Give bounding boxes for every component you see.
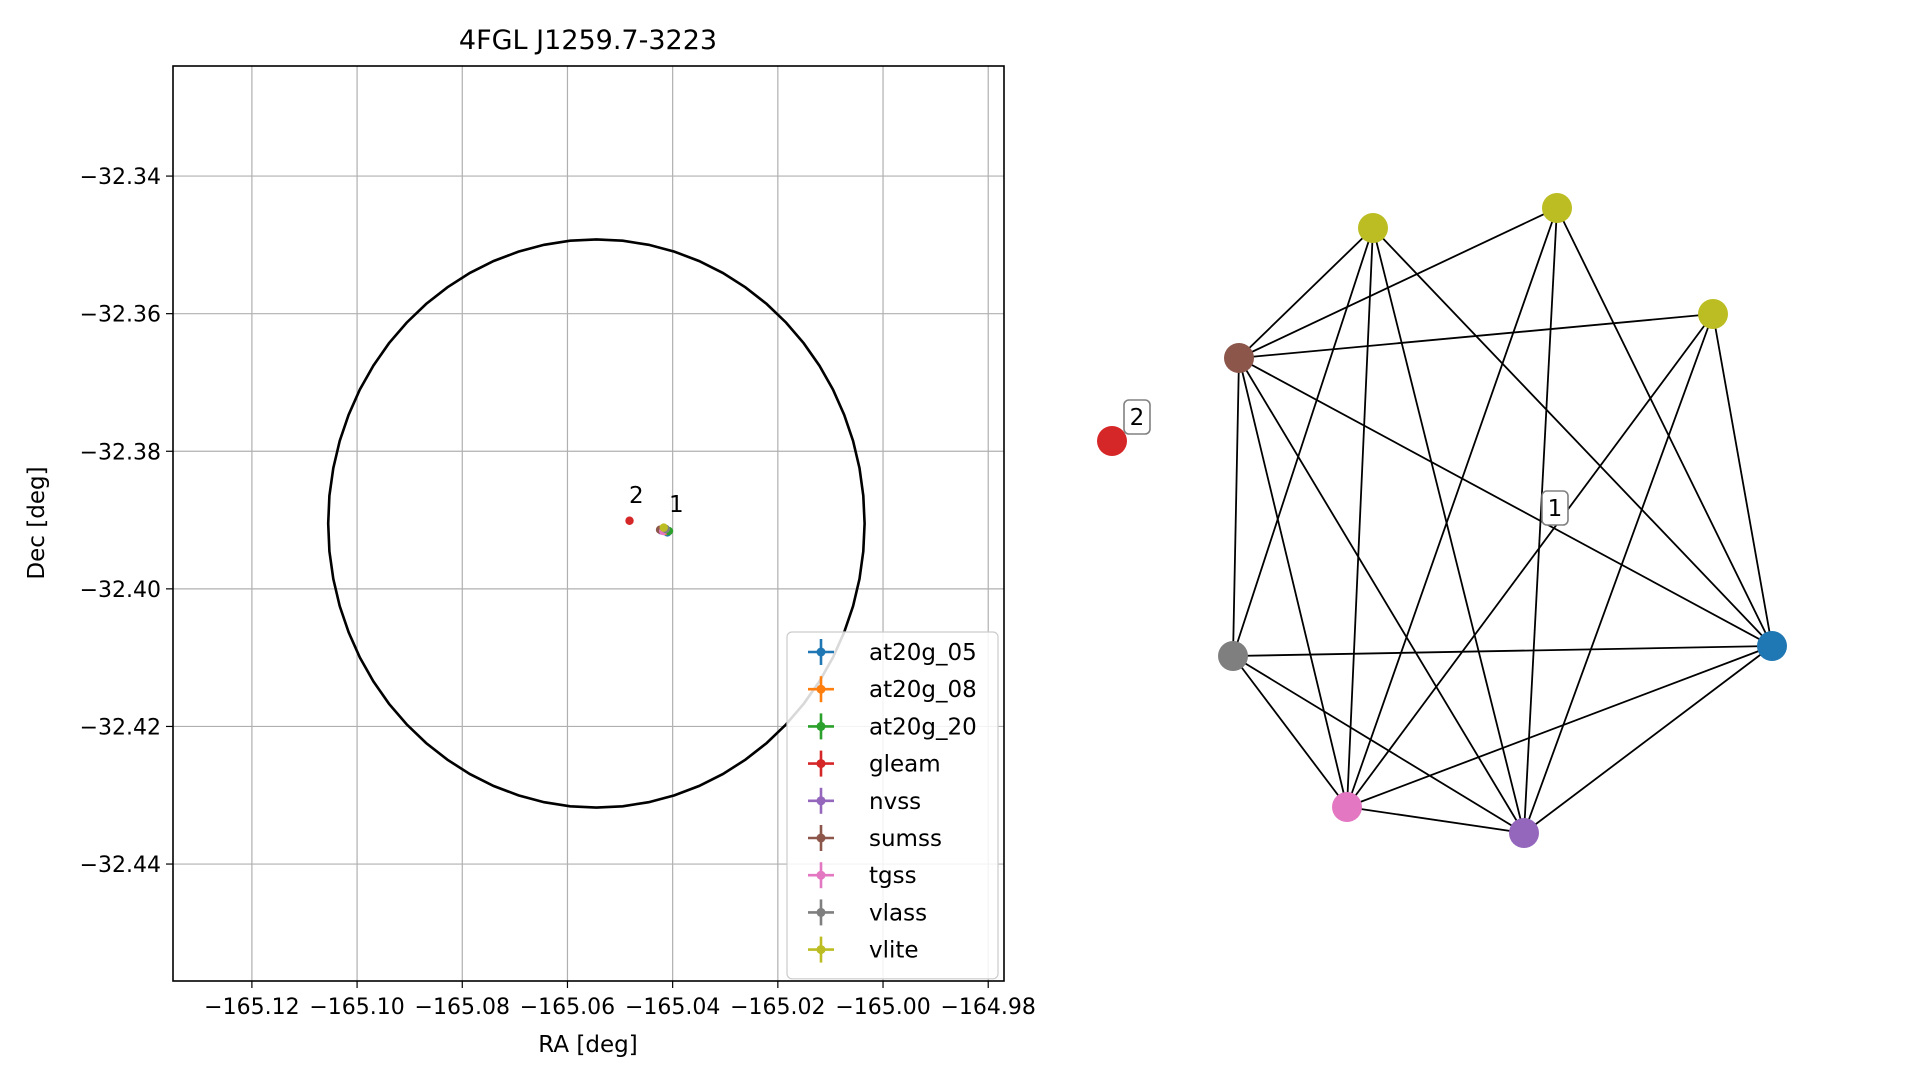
- point-annotation: 1: [669, 492, 684, 518]
- legend-label-at20g_08: at20g_08: [869, 677, 977, 703]
- point-gleam: [625, 516, 634, 525]
- y-tick-label: −32.44: [80, 853, 161, 878]
- node-gleam: [1097, 426, 1127, 456]
- legend-marker-vlass: [816, 907, 826, 917]
- edge-sumss-at20g: [1238, 357, 1773, 647]
- edge-sumss-vlass: [1232, 357, 1240, 657]
- y-tick-label: −32.36: [80, 303, 161, 328]
- legend-marker-sumss: [816, 833, 826, 843]
- group-label-2: 2: [1130, 405, 1145, 431]
- edge-nvss-at20g: [1523, 645, 1773, 834]
- legend-marker-gleam: [816, 759, 826, 769]
- legend-label-vlite: vlite: [869, 938, 919, 964]
- node-vlite_a: [1358, 213, 1388, 243]
- cross-match-graph: 12: [1097, 193, 1787, 848]
- group-label-box-2: [1123, 399, 1151, 435]
- edge-tgss-nvss: [1346, 806, 1525, 834]
- group-label-1: 1: [1548, 496, 1563, 522]
- edge-sumss-tgss: [1238, 357, 1348, 808]
- edge-tgss-at20g: [1346, 645, 1773, 808]
- edge-vlass-at20g: [1232, 645, 1773, 657]
- x-tick-label: −165.00: [835, 995, 930, 1020]
- legend-label-at20g_20: at20g_20: [869, 714, 977, 740]
- graph-edges: [1232, 207, 1773, 834]
- node-tgss: [1332, 792, 1362, 822]
- point-annotation: 2: [629, 483, 644, 509]
- edge-vlite_c-at20g: [1712, 313, 1773, 647]
- x-tick-label: −164.98: [941, 995, 1036, 1020]
- x-ticks: −165.12 −165.10 −165.08 −165.06 −165.04 −165.…: [204, 981, 1036, 1020]
- chart-title: 4FGL J1259.7-3223: [459, 25, 717, 56]
- node-at20g: [1757, 631, 1787, 661]
- edge-vlite_c-nvss: [1523, 313, 1714, 834]
- y-axis-label: Dec [deg]: [24, 466, 50, 579]
- legend-label-sumss: sumss: [869, 826, 942, 852]
- legend-marker-at20g_20: [816, 721, 826, 731]
- legend-marker-at20g_08: [816, 684, 826, 694]
- x-tick-label: −165.06: [520, 995, 615, 1020]
- legend-marker-nvss: [816, 796, 826, 806]
- y-tick-label: −32.34: [80, 165, 161, 190]
- node-vlite_b: [1542, 193, 1572, 223]
- edge-vlite_a-nvss: [1372, 227, 1525, 834]
- x-axis-label: RA [deg]: [538, 1032, 637, 1058]
- edge-vlite_b-at20g: [1556, 207, 1773, 647]
- point-vlite: [659, 523, 668, 532]
- node-vlass: [1218, 641, 1248, 671]
- node-sumss: [1224, 343, 1254, 373]
- legend-box: [786, 631, 999, 980]
- plot-frame: [172, 65, 1005, 982]
- edge-vlite_b-sumss: [1238, 207, 1558, 359]
- y-tick-label: −32.42: [80, 715, 161, 740]
- edge-vlite_c-tgss: [1346, 313, 1714, 808]
- legend-label-nvss: nvss: [869, 789, 921, 815]
- legend-label-tgss: tgss: [869, 863, 917, 889]
- y-tick-label: −32.38: [80, 440, 161, 465]
- edge-vlass-nvss: [1232, 655, 1525, 834]
- node-nvss: [1509, 818, 1539, 848]
- edge-vlite_c-sumss: [1238, 313, 1714, 359]
- legend-label-at20g_05: at20g_05: [869, 640, 977, 666]
- x-tick-label: −165.02: [730, 995, 825, 1020]
- x-tick-label: −165.08: [415, 995, 510, 1020]
- edge-vlite_a-sumss: [1238, 227, 1374, 359]
- data-points-layer: [625, 516, 674, 537]
- edge-sumss-nvss: [1238, 357, 1525, 834]
- node-vlite_c: [1698, 299, 1728, 329]
- legend-marker-vlite: [816, 945, 826, 955]
- legend-marker-tgss: [816, 870, 826, 880]
- graph-nodes: [1097, 193, 1787, 848]
- x-tick-label: −165.10: [309, 995, 404, 1020]
- localization-ellipse-layer: [326, 238, 866, 809]
- edge-vlite_a-tgss: [1346, 227, 1374, 808]
- edge-vlite_a-vlass: [1232, 227, 1374, 657]
- localization-ellipse: [326, 238, 866, 809]
- legend-marker-at20g_05: [816, 647, 826, 657]
- x-tick-label: −165.04: [625, 995, 720, 1020]
- edge-vlite_b-tgss: [1346, 207, 1558, 808]
- y-ticks: −32.34 −32.36 −32.38 −32.40 −32.42 −32.44: [80, 165, 173, 878]
- graph-labels: 12: [1123, 399, 1569, 526]
- legend-label-vlass: vlass: [869, 900, 927, 926]
- edge-vlass-tgss: [1232, 655, 1348, 808]
- edge-vlite_a-at20g: [1372, 227, 1773, 647]
- legend-label-gleam: gleam: [869, 752, 941, 778]
- group-label-box-1: [1541, 490, 1569, 526]
- x-tick-label: −165.12: [204, 995, 299, 1020]
- y-tick-label: −32.40: [80, 578, 161, 603]
